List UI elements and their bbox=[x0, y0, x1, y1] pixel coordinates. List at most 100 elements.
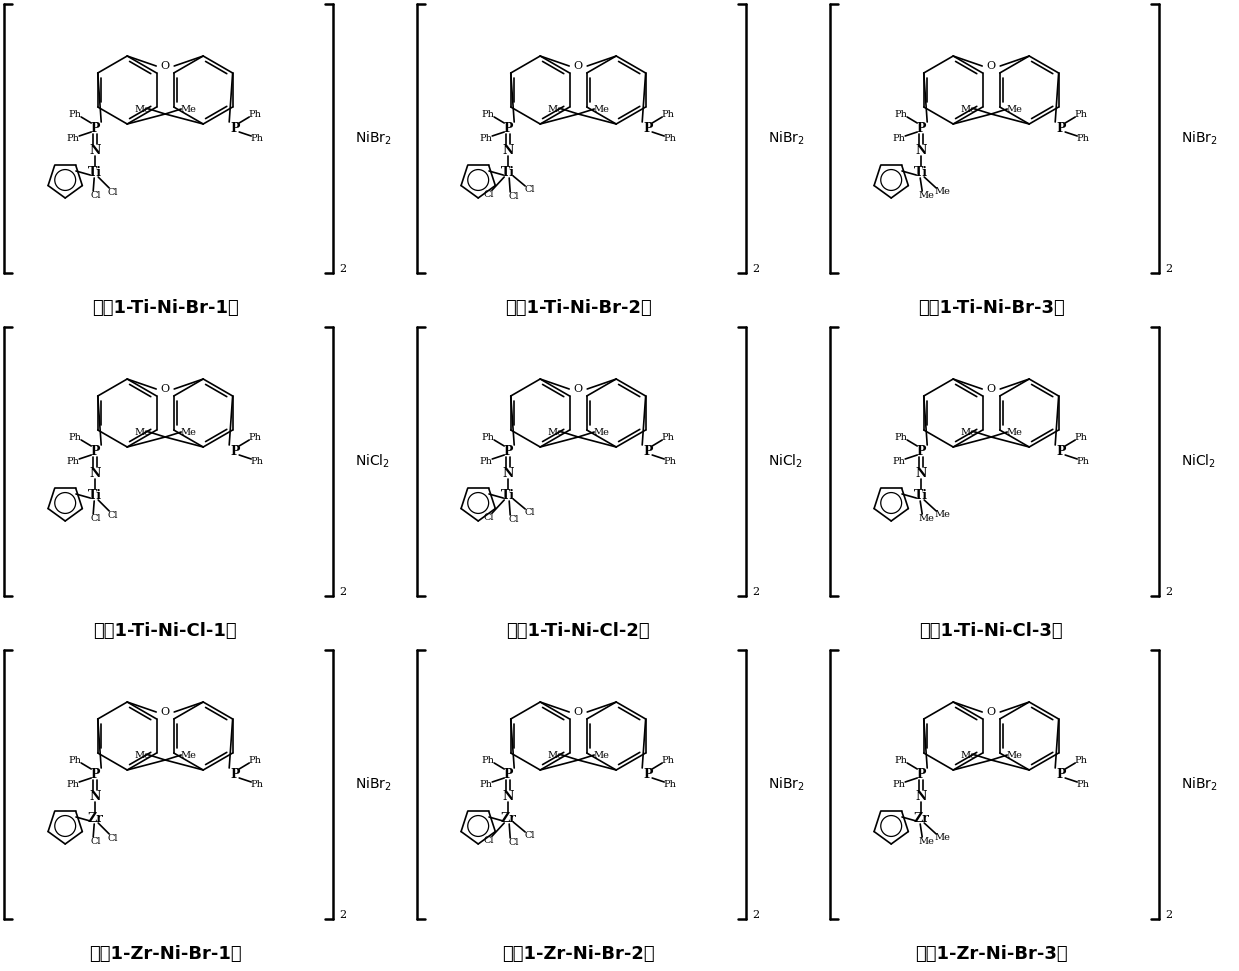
Text: Cl: Cl bbox=[525, 184, 535, 193]
Text: NiBr$_2$: NiBr$_2$ bbox=[768, 130, 805, 148]
Text: P: P bbox=[90, 767, 100, 781]
Text: Cl: Cl bbox=[509, 191, 519, 200]
Text: P: P bbox=[503, 767, 513, 781]
Text: Me: Me bbox=[1006, 427, 1022, 437]
Text: Cl: Cl bbox=[108, 833, 119, 843]
Text: Ph: Ph bbox=[479, 780, 493, 788]
Text: Ti: Ti bbox=[502, 165, 515, 179]
Text: Me: Me bbox=[960, 105, 976, 114]
Text: Ph: Ph bbox=[249, 755, 261, 764]
Text: Ph: Ph bbox=[68, 432, 82, 442]
Text: Ph: Ph bbox=[479, 133, 493, 143]
Text: N: N bbox=[503, 144, 514, 156]
Text: N: N bbox=[89, 466, 100, 480]
Text: Me: Me bbox=[934, 186, 950, 195]
Text: Ph: Ph bbox=[664, 133, 676, 143]
Text: Ph: Ph bbox=[893, 133, 906, 143]
Text: Ph: Ph bbox=[67, 780, 79, 788]
Text: N: N bbox=[89, 789, 100, 802]
Text: NiBr$_2$: NiBr$_2$ bbox=[1181, 776, 1218, 793]
Text: 式（1-Ti-Ni-Br-1）: 式（1-Ti-Ni-Br-1） bbox=[92, 299, 239, 317]
Text: Me: Me bbox=[593, 105, 610, 114]
Text: Ph: Ph bbox=[895, 755, 908, 764]
Text: Ph: Ph bbox=[482, 110, 494, 118]
Text: NiBr$_2$: NiBr$_2$ bbox=[356, 776, 392, 793]
Text: P: P bbox=[230, 445, 240, 457]
Text: 式（1-Ti-Ni-Cl-3）: 式（1-Ti-Ni-Cl-3） bbox=[919, 622, 1063, 640]
Text: Me: Me bbox=[134, 751, 150, 759]
Text: Me: Me bbox=[548, 427, 564, 437]
Text: P: P bbox=[1057, 445, 1066, 457]
Text: Me: Me bbox=[593, 751, 610, 759]
Text: 式（1-Ti-Ni-Cl-1）: 式（1-Ti-Ni-Cl-1） bbox=[93, 622, 237, 640]
Text: N: N bbox=[916, 789, 927, 802]
Text: Me: Me bbox=[134, 427, 150, 437]
Text: Me: Me bbox=[180, 427, 196, 437]
Text: P: P bbox=[643, 121, 653, 135]
Text: Me: Me bbox=[180, 105, 196, 114]
Text: N: N bbox=[89, 144, 100, 156]
Text: NiBr$_2$: NiBr$_2$ bbox=[356, 130, 392, 148]
Text: Ti: Ti bbox=[88, 165, 102, 179]
Text: Ph: Ph bbox=[662, 432, 675, 442]
Text: Cl: Cl bbox=[108, 187, 119, 196]
Text: Me: Me bbox=[548, 751, 564, 759]
Text: Zr: Zr bbox=[913, 812, 929, 824]
Text: O: O bbox=[161, 384, 170, 394]
Text: 式（1-Ti-Ni-Cl-2）: 式（1-Ti-Ni-Cl-2） bbox=[507, 622, 650, 640]
Text: Me: Me bbox=[918, 190, 934, 199]
Text: Me: Me bbox=[1006, 751, 1022, 759]
Text: Cl: Cl bbox=[483, 189, 494, 198]
Text: 2: 2 bbox=[339, 587, 347, 597]
Text: Ph: Ph bbox=[895, 110, 908, 118]
Text: Me: Me bbox=[180, 751, 196, 759]
Text: NiBr$_2$: NiBr$_2$ bbox=[768, 776, 805, 793]
Text: 2: 2 bbox=[339, 910, 347, 920]
Text: Me: Me bbox=[918, 836, 934, 846]
Text: NiCl$_2$: NiCl$_2$ bbox=[1181, 452, 1217, 470]
Text: Ph: Ph bbox=[662, 110, 675, 118]
Text: P: P bbox=[643, 767, 653, 781]
Text: Cl: Cl bbox=[90, 190, 102, 199]
Text: 式（1-Ti-Ni-Br-3）: 式（1-Ti-Ni-Br-3） bbox=[918, 299, 1064, 317]
Text: Cl: Cl bbox=[90, 836, 102, 846]
Text: Ti: Ti bbox=[502, 488, 515, 501]
Text: O: O bbox=[986, 707, 996, 717]
Text: P: P bbox=[503, 445, 513, 457]
Text: Me: Me bbox=[918, 514, 934, 522]
Text: 式（1-Zr-Ni-Br-2）: 式（1-Zr-Ni-Br-2） bbox=[502, 945, 654, 963]
Text: Me: Me bbox=[1006, 105, 1022, 114]
Text: NiCl$_2$: NiCl$_2$ bbox=[768, 452, 803, 470]
Text: O: O bbox=[574, 61, 582, 71]
Text: P: P bbox=[643, 445, 653, 457]
Text: Me: Me bbox=[593, 427, 610, 437]
Text: NiBr$_2$: NiBr$_2$ bbox=[1181, 130, 1218, 148]
Text: P: P bbox=[90, 121, 100, 135]
Text: Ph: Ph bbox=[893, 456, 906, 465]
Text: P: P bbox=[917, 121, 926, 135]
Text: Ph: Ph bbox=[250, 133, 264, 143]
Text: N: N bbox=[916, 144, 927, 156]
Text: O: O bbox=[986, 61, 996, 71]
Text: Me: Me bbox=[960, 751, 976, 759]
Text: 2: 2 bbox=[339, 264, 347, 274]
Text: 式（1-Zr-Ni-Br-1）: 式（1-Zr-Ni-Br-1） bbox=[89, 945, 242, 963]
Text: O: O bbox=[574, 707, 582, 717]
Text: Ti: Ti bbox=[88, 488, 102, 501]
Text: Ph: Ph bbox=[67, 456, 79, 465]
Text: P: P bbox=[230, 121, 240, 135]
Text: 2: 2 bbox=[752, 587, 760, 597]
Text: P: P bbox=[503, 121, 513, 135]
Text: Me: Me bbox=[934, 510, 950, 519]
Text: Cl: Cl bbox=[483, 513, 494, 521]
Text: P: P bbox=[1057, 121, 1066, 135]
Text: Cl: Cl bbox=[525, 508, 535, 517]
Text: Cl: Cl bbox=[509, 838, 519, 847]
Text: P: P bbox=[230, 767, 240, 781]
Text: Ph: Ph bbox=[1077, 133, 1089, 143]
Text: P: P bbox=[90, 445, 100, 457]
Text: Ph: Ph bbox=[1077, 780, 1089, 788]
Text: Me: Me bbox=[960, 427, 976, 437]
Text: Me: Me bbox=[934, 832, 950, 842]
Text: Ph: Ph bbox=[249, 432, 261, 442]
